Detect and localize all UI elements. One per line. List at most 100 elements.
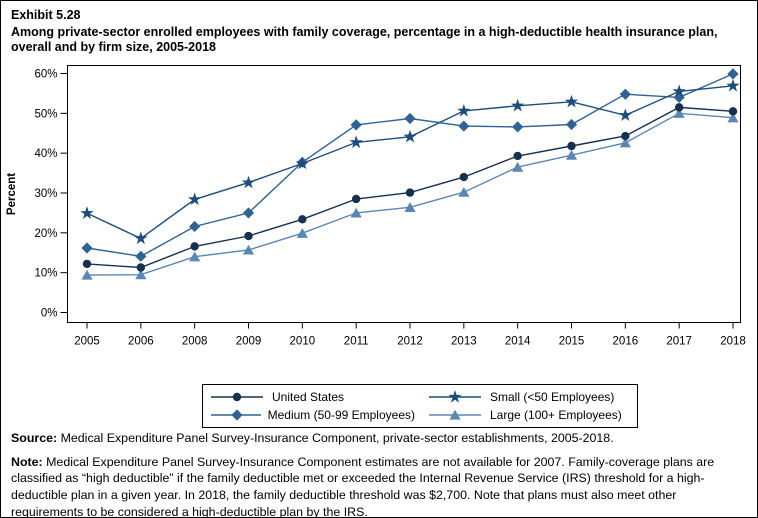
data-point-triangle: [350, 207, 362, 218]
legend-item: Medium (50-99 Employees): [203, 406, 421, 424]
series-line: [86, 85, 734, 240]
series-line: [86, 73, 734, 258]
x-tick-label: 2015: [559, 336, 585, 348]
data-point-triangle: [81, 269, 93, 280]
series-triangle: [81, 108, 739, 280]
legend-label: United States: [272, 390, 345, 404]
data-point-circle: [728, 107, 738, 116]
data-point-circle: [82, 259, 92, 269]
data-point-circle: [567, 141, 576, 151]
data-point-diamond: [81, 242, 93, 254]
x-tick-label: 2017: [666, 336, 692, 348]
circle-legend-marker: [211, 392, 263, 402]
x-tick-label: 2013: [451, 336, 477, 348]
data-point-star: [241, 175, 256, 189]
header: Exhibit 5.28 Among private-sector enroll…: [11, 8, 745, 56]
data-point-circle: [621, 131, 630, 141]
plot-frame: [67, 65, 741, 323]
data-point-triangle: [242, 244, 255, 255]
x-tick-label: 2018: [720, 336, 746, 348]
data-point-triangle: [512, 161, 524, 172]
legend-label: Medium (50-99 Employees): [267, 408, 415, 422]
y-tick-label: 10%: [34, 268, 57, 280]
legend-item: Small (<50 Employees): [421, 388, 637, 406]
data-point-triangle: [449, 409, 461, 420]
y-tick-label: 50%: [34, 108, 57, 120]
data-point-diamond: [458, 120, 470, 132]
note-text: Medical Expenditure Panel Survey-Insuran…: [11, 454, 715, 518]
data-point-triangle: [565, 149, 578, 160]
diamond-legend-marker: [211, 409, 261, 421]
data-point-circle: [244, 231, 253, 241]
data-point-circle: [136, 263, 146, 272]
x-tick-label: 2010: [290, 336, 316, 348]
source-label: Source:: [11, 431, 58, 445]
data-point-triangle: [189, 251, 201, 262]
legend-label: Large (100+ Employees): [490, 408, 622, 422]
x-tick-label: 2005: [74, 336, 100, 348]
data-point-diamond: [242, 207, 255, 219]
data-point-diamond: [565, 118, 578, 131]
methodology-note: Note: Medical Expenditure Panel Survey-I…: [11, 454, 745, 518]
y-tick-label: 60%: [34, 69, 57, 81]
data-point-star: [349, 135, 363, 149]
data-point-star: [726, 78, 740, 92]
legend-item: Large (100+ Employees): [421, 406, 637, 424]
legend-item: United States: [203, 388, 421, 406]
data-point-diamond: [350, 119, 362, 131]
x-tick-label: 2008: [182, 336, 208, 348]
data-point-star: [511, 98, 525, 112]
triangle-legend-marker: [429, 409, 481, 420]
data-point-star: [618, 108, 632, 121]
y-tick-label: 0%: [41, 308, 58, 320]
data-point-diamond: [512, 121, 524, 133]
y-axis-title: Percent: [6, 173, 18, 215]
data-point-triangle: [619, 137, 631, 148]
series-circle: [82, 103, 738, 272]
data-point-triangle: [135, 269, 147, 280]
data-point-triangle: [727, 112, 739, 123]
footer: Source: Medical Expenditure Panel Survey…: [11, 430, 745, 518]
data-point-star: [672, 84, 686, 98]
data-point-star: [188, 192, 202, 206]
x-tick-label: 2014: [505, 336, 531, 348]
data-point-triangle: [458, 187, 470, 197]
data-point-diamond: [404, 112, 416, 125]
legend-label: Small (<50 Employees): [490, 390, 615, 404]
data-point-star: [80, 206, 94, 219]
data-point-diamond: [727, 68, 739, 80]
data-point-diamond: [619, 88, 631, 100]
data-point-star: [457, 103, 471, 117]
data-point-circle: [351, 194, 361, 204]
x-tick-label: 2011: [344, 336, 369, 348]
data-point-star: [403, 129, 417, 143]
data-point-circle: [232, 392, 242, 402]
series-diamond: [81, 68, 739, 262]
x-tick-label: 2012: [397, 336, 423, 348]
data-point-diamond: [231, 409, 243, 421]
data-point-star: [295, 156, 309, 170]
data-point-star: [564, 94, 579, 108]
data-point-diamond: [135, 250, 147, 262]
y-tick-label: 30%: [34, 188, 57, 200]
data-point-circle: [513, 151, 522, 161]
data-point-circle: [298, 215, 307, 224]
series-star: [80, 78, 740, 245]
exhibit-number: Exhibit 5.28: [11, 8, 81, 22]
data-point-circle: [674, 103, 684, 112]
data-point-circle: [459, 172, 469, 182]
data-point-triangle: [296, 228, 308, 238]
data-point-star: [448, 390, 462, 403]
note-label: Note:: [11, 454, 43, 469]
data-point-circle: [405, 188, 415, 197]
page-title: Among private-sector enrolled employees …: [11, 25, 718, 55]
data-point-triangle: [404, 202, 416, 212]
x-tick-label: 2009: [236, 336, 262, 348]
x-tick-label: 2016: [613, 336, 639, 348]
line-chart-canvas: 0% 10% 20% 30% 40% 50% 60% Percent 2005 2006 2008 2…: [6, 65, 746, 348]
source-note: Source: Medical Expenditure Panel Survey…: [11, 430, 745, 447]
data-point-circle: [190, 242, 199, 251]
data-point-triangle: [673, 108, 685, 118]
source-text: Medical Expenditure Panel Survey-Insuran…: [57, 431, 614, 445]
